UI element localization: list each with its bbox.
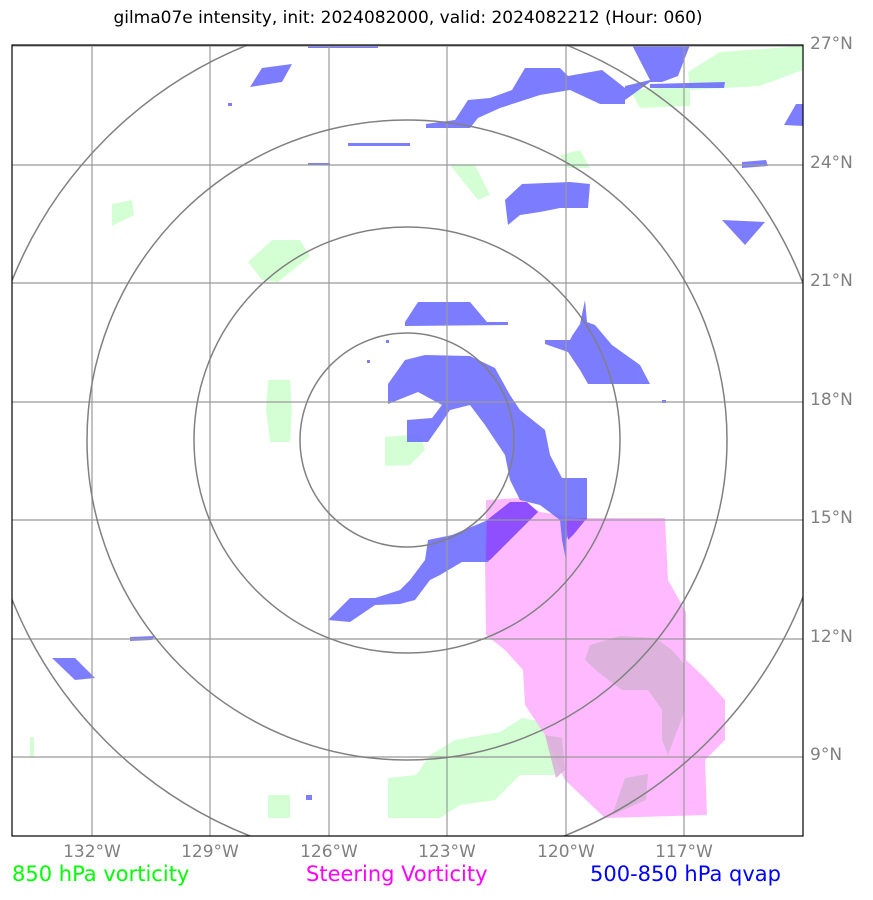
lat-label-21n: 21°N [810, 271, 853, 291]
vorticity-850-area [112, 200, 134, 226]
legend-850-hpa-vorticity: 850 hPa vorticity [12, 862, 190, 886]
qvap-area [228, 103, 232, 106]
qvap-area [625, 45, 690, 100]
qvap-overlap [566, 518, 587, 540]
qvap-area [308, 163, 330, 165]
qvap-area [306, 795, 312, 800]
vorticity-850-fields [30, 46, 803, 818]
qvap-area [742, 160, 768, 168]
vorticity-850-area [266, 380, 292, 442]
vorticity-850-area [30, 737, 34, 757]
vorticity-850-area [248, 240, 310, 282]
vorticity-850-area [688, 46, 803, 90]
steering-vorticity-overlap [585, 636, 685, 755]
qvap-area [328, 505, 535, 622]
lat-label-15n: 15°N [810, 508, 853, 528]
lon-label-132w: 132°W [63, 842, 121, 862]
lon-label-129w: 129°W [181, 842, 239, 862]
range-rings [12, 45, 803, 836]
qvap-area [386, 340, 389, 343]
map-frame [11, 44, 804, 837]
qvap-area [722, 220, 765, 245]
lon-label-126w: 126°W [300, 842, 358, 862]
qvap-area [367, 360, 370, 363]
qvap-area [388, 355, 587, 560]
qvap-overlap [486, 502, 538, 560]
lat-label-18n: 18°N [810, 390, 853, 410]
lat-label-27n: 27°N [810, 34, 853, 54]
steering-vorticity-overlap [612, 774, 648, 815]
lon-label-117w: 117°W [655, 842, 713, 862]
lat-lon-grid [12, 45, 803, 836]
lat-label-24n: 24°N [810, 153, 853, 173]
qvap-fields [52, 45, 803, 800]
legend-qvap: 500-850 hPa qvap [590, 862, 781, 886]
qvap-area [426, 68, 625, 128]
qvap-area [505, 182, 590, 225]
map-title: gilma07e intensity, init: 2024082000, va… [113, 8, 703, 28]
vorticity-850-area [450, 165, 490, 200]
qvap-area [650, 82, 725, 88]
qvap-area [545, 300, 650, 384]
lat-label-9n: 9°N [810, 745, 843, 765]
qvap-area [52, 658, 95, 680]
legend-steering-vorticity: Steering Vorticity [306, 862, 488, 886]
range-ring-1 [299, 332, 515, 548]
range-ring-2 [193, 226, 621, 654]
vorticity-850-area [268, 795, 290, 818]
lon-label-123w: 123°W [418, 842, 476, 862]
qvap-area [784, 104, 803, 126]
range-ring-3 [86, 119, 728, 761]
qvap-area [348, 143, 410, 146]
vorticity-850-area [388, 718, 565, 818]
qvap-area [405, 302, 508, 326]
lat-label-12n: 12°N [810, 627, 853, 647]
lon-label-120w: 120°W [537, 842, 595, 862]
qvap-area [250, 64, 292, 87]
